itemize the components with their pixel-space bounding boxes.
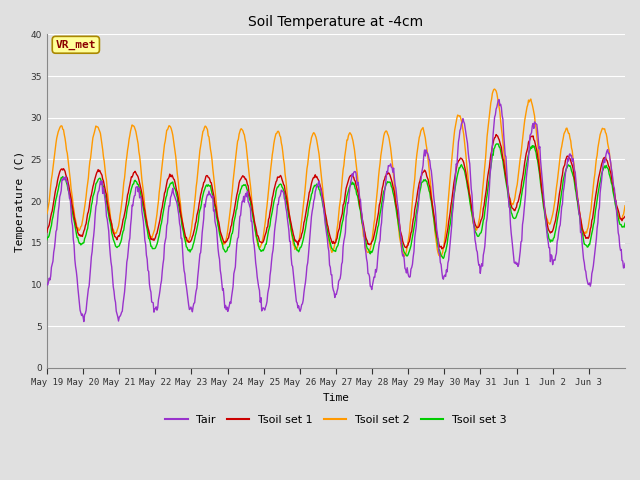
Text: VR_met: VR_met xyxy=(56,40,96,50)
Tsoil set 3 xyxy=(493,141,500,147)
Tair xyxy=(621,261,629,266)
Tair xyxy=(111,300,119,305)
Tsoil set 1 xyxy=(217,231,225,237)
Line: Tsoil set 2: Tsoil set 2 xyxy=(47,89,625,257)
Tsoil set 3 xyxy=(217,238,225,243)
Tsoil set 3 xyxy=(111,240,118,246)
Title: Soil Temperature at -4cm: Soil Temperature at -4cm xyxy=(248,15,424,29)
Tsoil set 2 xyxy=(111,231,118,237)
Tsoil set 3 xyxy=(621,220,629,226)
Tsoil set 2 xyxy=(396,235,403,241)
Tair xyxy=(429,183,436,189)
Tsoil set 1 xyxy=(428,200,436,206)
Tair xyxy=(397,230,404,236)
Tsoil set 1 xyxy=(621,214,629,219)
Tsoil set 2 xyxy=(436,254,444,260)
Tair xyxy=(43,280,51,286)
Tsoil set 2 xyxy=(428,198,436,204)
Line: Tsoil set 1: Tsoil set 1 xyxy=(47,134,625,249)
Tair xyxy=(246,205,254,211)
Tair xyxy=(495,96,503,102)
Tair xyxy=(268,252,276,257)
Tsoil set 3 xyxy=(268,213,275,218)
Tsoil set 1 xyxy=(246,192,253,198)
Tair xyxy=(218,279,226,285)
Y-axis label: Temperature (C): Temperature (C) xyxy=(15,150,25,252)
Tsoil set 2 xyxy=(621,203,629,209)
Tsoil set 1 xyxy=(111,234,118,240)
Tsoil set 3 xyxy=(440,255,447,261)
Tair xyxy=(80,319,88,324)
Tsoil set 2 xyxy=(491,86,499,92)
Tsoil set 2 xyxy=(246,176,253,182)
Tsoil set 2 xyxy=(43,211,51,217)
Tsoil set 1 xyxy=(396,222,403,228)
Tsoil set 3 xyxy=(246,197,253,203)
Tsoil set 2 xyxy=(268,159,275,165)
Tsoil set 1 xyxy=(438,246,445,252)
Tsoil set 3 xyxy=(396,229,403,235)
Tsoil set 1 xyxy=(492,132,500,137)
Legend: Tair, Tsoil set 1, Tsoil set 2, Tsoil set 3: Tair, Tsoil set 1, Tsoil set 2, Tsoil se… xyxy=(161,410,511,429)
Tsoil set 2 xyxy=(217,236,225,242)
Tsoil set 1 xyxy=(268,201,275,207)
Tsoil set 3 xyxy=(428,204,436,210)
X-axis label: Time: Time xyxy=(323,393,349,403)
Line: Tsoil set 3: Tsoil set 3 xyxy=(47,144,625,258)
Tsoil set 1 xyxy=(43,229,51,235)
Tsoil set 3 xyxy=(43,237,51,242)
Line: Tair: Tair xyxy=(47,99,625,322)
